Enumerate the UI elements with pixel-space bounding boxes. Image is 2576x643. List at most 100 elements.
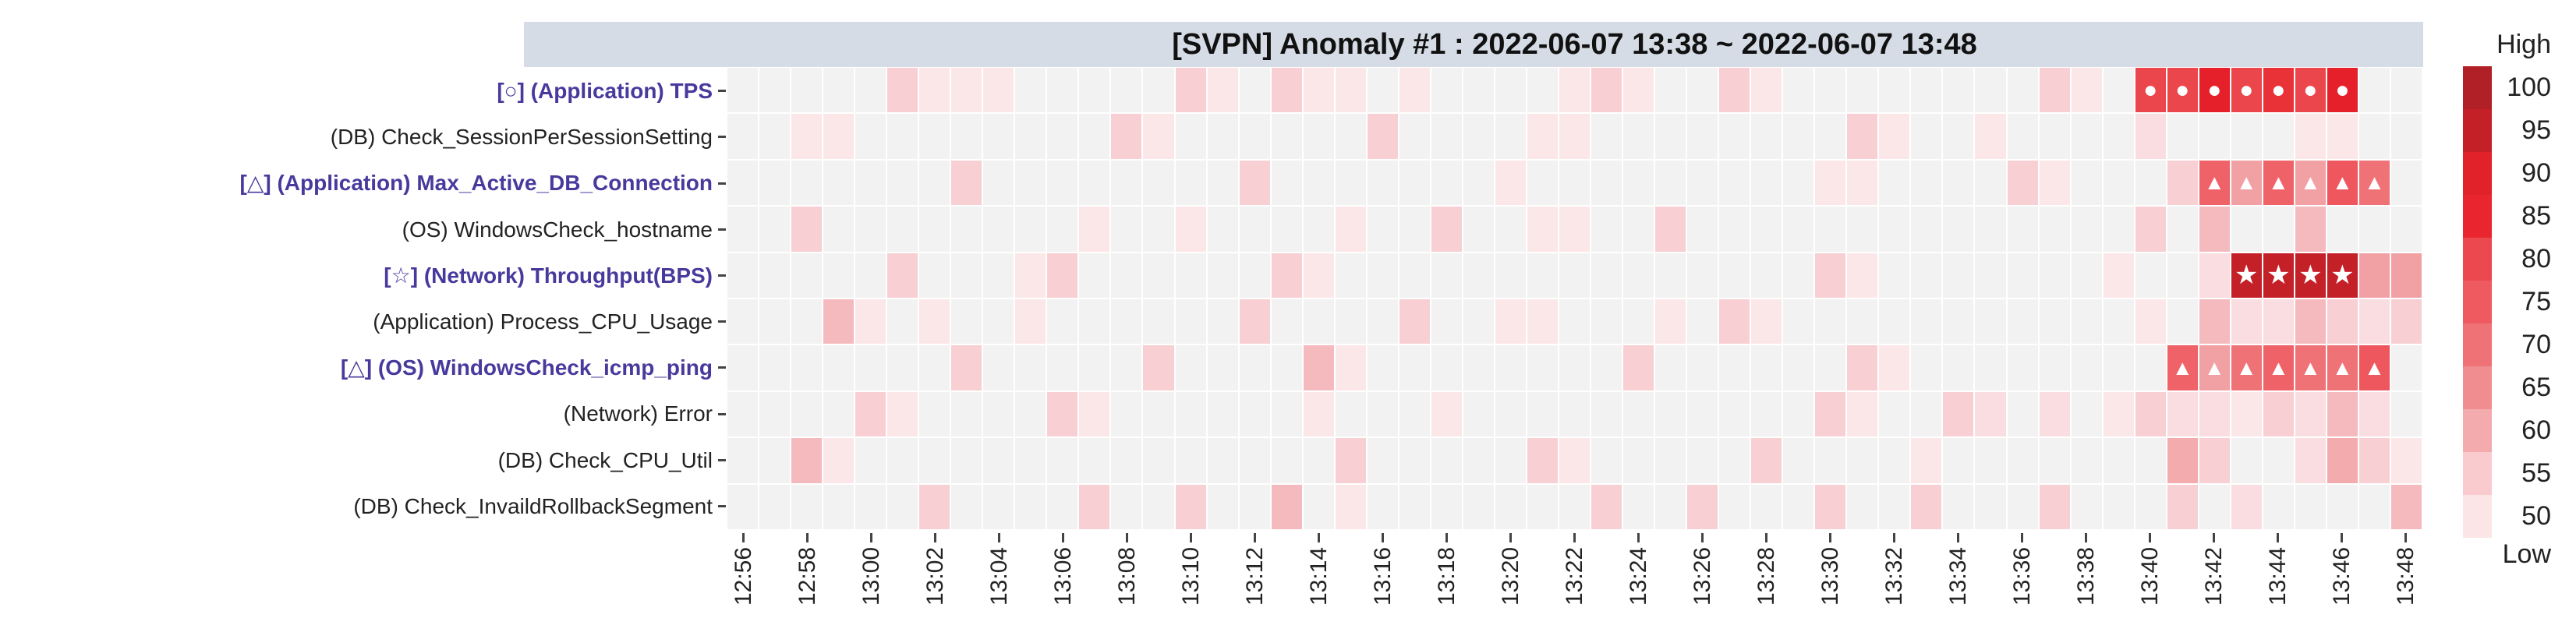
heatmap-cell[interactable]	[1111, 207, 1142, 252]
heatmap-cell[interactable]	[1463, 484, 1494, 529]
heatmap-cell[interactable]	[1687, 391, 1718, 437]
heatmap-cell[interactable]: ▲	[2358, 345, 2390, 390]
heatmap-cell[interactable]	[1943, 114, 1974, 159]
heatmap-cell[interactable]	[1271, 484, 1302, 529]
heatmap-cell[interactable]	[1623, 299, 1654, 344]
heatmap-cell[interactable]	[1367, 345, 1398, 390]
heatmap-cell[interactable]	[1015, 299, 1046, 344]
heatmap-cell[interactable]	[1207, 484, 1238, 529]
heatmap-cell[interactable]	[1463, 391, 1494, 437]
heatmap-cell[interactable]	[1463, 114, 1494, 159]
heatmap-cell[interactable]	[1271, 299, 1302, 344]
heatmap-cell[interactable]	[1303, 484, 1334, 529]
heatmap-cell[interactable]: ●	[2167, 68, 2198, 113]
heatmap-cell[interactable]	[1495, 299, 1526, 344]
heatmap-cell[interactable]	[1271, 438, 1302, 483]
heatmap-cell[interactable]	[855, 68, 886, 113]
heatmap-cell[interactable]	[1911, 68, 1942, 113]
heatmap-cell[interactable]	[1431, 391, 1462, 437]
heatmap-cell[interactable]	[2039, 299, 2070, 344]
heatmap-cell[interactable]	[1783, 114, 1814, 159]
heatmap-cell[interactable]	[2199, 207, 2230, 252]
heatmap-cell[interactable]	[1591, 299, 1622, 344]
heatmap-cell[interactable]	[887, 160, 918, 206]
heatmap-cell[interactable]	[1175, 391, 1206, 437]
heatmap-cell[interactable]	[1815, 299, 1846, 344]
heatmap-cell[interactable]	[727, 345, 759, 390]
heatmap-cell[interactable]	[919, 160, 950, 206]
heatmap-cell[interactable]	[1047, 345, 1078, 390]
heatmap-cell[interactable]	[2007, 391, 2038, 437]
heatmap-cell[interactable]	[1719, 207, 1750, 252]
heatmap-cell[interactable]	[2263, 438, 2294, 483]
heatmap-cell[interactable]	[1655, 438, 1686, 483]
heatmap-cell[interactable]	[1815, 114, 1846, 159]
heatmap-cell[interactable]	[1079, 114, 1110, 159]
heatmap-cell[interactable]	[887, 438, 918, 483]
heatmap-cell[interactable]	[2039, 160, 2070, 206]
heatmap-cell[interactable]	[1207, 391, 1238, 437]
heatmap-cell[interactable]	[1975, 438, 2006, 483]
heatmap-cell[interactable]	[1815, 391, 1846, 437]
heatmap-cell[interactable]	[2390, 484, 2422, 529]
heatmap-cell[interactable]	[855, 207, 886, 252]
heatmap-cell[interactable]	[1463, 160, 1494, 206]
heatmap-cell[interactable]	[1559, 207, 1591, 252]
heatmap-cell[interactable]	[823, 207, 855, 252]
heatmap-cell[interactable]	[1495, 438, 1526, 483]
heatmap-cell[interactable]	[1335, 160, 1366, 206]
heatmap-cell[interactable]	[1655, 484, 1686, 529]
heatmap-cell[interactable]	[1751, 345, 1782, 390]
heatmap-cell[interactable]	[1367, 253, 1398, 298]
heatmap-cell[interactable]	[759, 345, 791, 390]
heatmap-cell[interactable]	[1495, 160, 1526, 206]
heatmap-cell[interactable]	[1975, 114, 2006, 159]
heatmap-cell[interactable]: ●	[2199, 68, 2230, 113]
heatmap-cell[interactable]	[2263, 391, 2294, 437]
heatmap-cell[interactable]	[1943, 160, 1974, 206]
heatmap-cell[interactable]	[1367, 438, 1398, 483]
heatmap-cell[interactable]	[2358, 438, 2390, 483]
heatmap-cell[interactable]	[1719, 114, 1750, 159]
heatmap-cell[interactable]	[1719, 160, 1750, 206]
heatmap-cell[interactable]: ★	[2263, 253, 2294, 298]
heatmap-cell[interactable]	[1111, 438, 1142, 483]
heatmap-cell[interactable]	[1495, 207, 1526, 252]
heatmap-cell[interactable]	[983, 68, 1014, 113]
heatmap-cell[interactable]: ▲	[2231, 345, 2262, 390]
heatmap-cell[interactable]	[1015, 207, 1046, 252]
heatmap-cell[interactable]	[1815, 438, 1846, 483]
heatmap-cell[interactable]	[919, 299, 950, 344]
heatmap-cell[interactable]	[1175, 299, 1206, 344]
heatmap-cell[interactable]	[759, 438, 791, 483]
heatmap-cell[interactable]	[1207, 253, 1238, 298]
heatmap-cell[interactable]	[823, 391, 855, 437]
heatmap-cell[interactable]	[2103, 484, 2134, 529]
heatmap-cell[interactable]	[2103, 207, 2134, 252]
heatmap-cell[interactable]	[1591, 207, 1622, 252]
heatmap-cell[interactable]	[1879, 345, 1910, 390]
heatmap-cell[interactable]	[759, 299, 791, 344]
heatmap-cell[interactable]	[2103, 345, 2134, 390]
heatmap-cell[interactable]	[951, 160, 982, 206]
heatmap-cell[interactable]	[1591, 114, 1622, 159]
heatmap-cell[interactable]	[983, 253, 1014, 298]
heatmap-cell[interactable]	[1431, 299, 1462, 344]
heatmap-cell[interactable]	[1399, 438, 1430, 483]
heatmap-cell[interactable]	[1911, 160, 1942, 206]
heatmap-cell[interactable]	[1751, 207, 1782, 252]
heatmap-cell[interactable]	[791, 438, 823, 483]
heatmap-cell[interactable]	[1271, 345, 1302, 390]
heatmap-cell[interactable]	[1399, 68, 1430, 113]
heatmap-cell[interactable]	[1303, 114, 1334, 159]
heatmap-cell[interactable]	[1431, 68, 1462, 113]
heatmap-cell[interactable]	[1719, 253, 1750, 298]
heatmap-cell[interactable]	[1879, 253, 1910, 298]
heatmap-cell[interactable]	[1303, 438, 1334, 483]
heatmap-cell[interactable]	[1111, 299, 1142, 344]
heatmap-cell[interactable]	[951, 68, 982, 113]
heatmap-cell[interactable]	[2327, 207, 2358, 252]
heatmap-cell[interactable]	[1623, 160, 1654, 206]
heatmap-cell[interactable]	[1591, 68, 1622, 113]
heatmap-cell[interactable]	[1911, 484, 1942, 529]
